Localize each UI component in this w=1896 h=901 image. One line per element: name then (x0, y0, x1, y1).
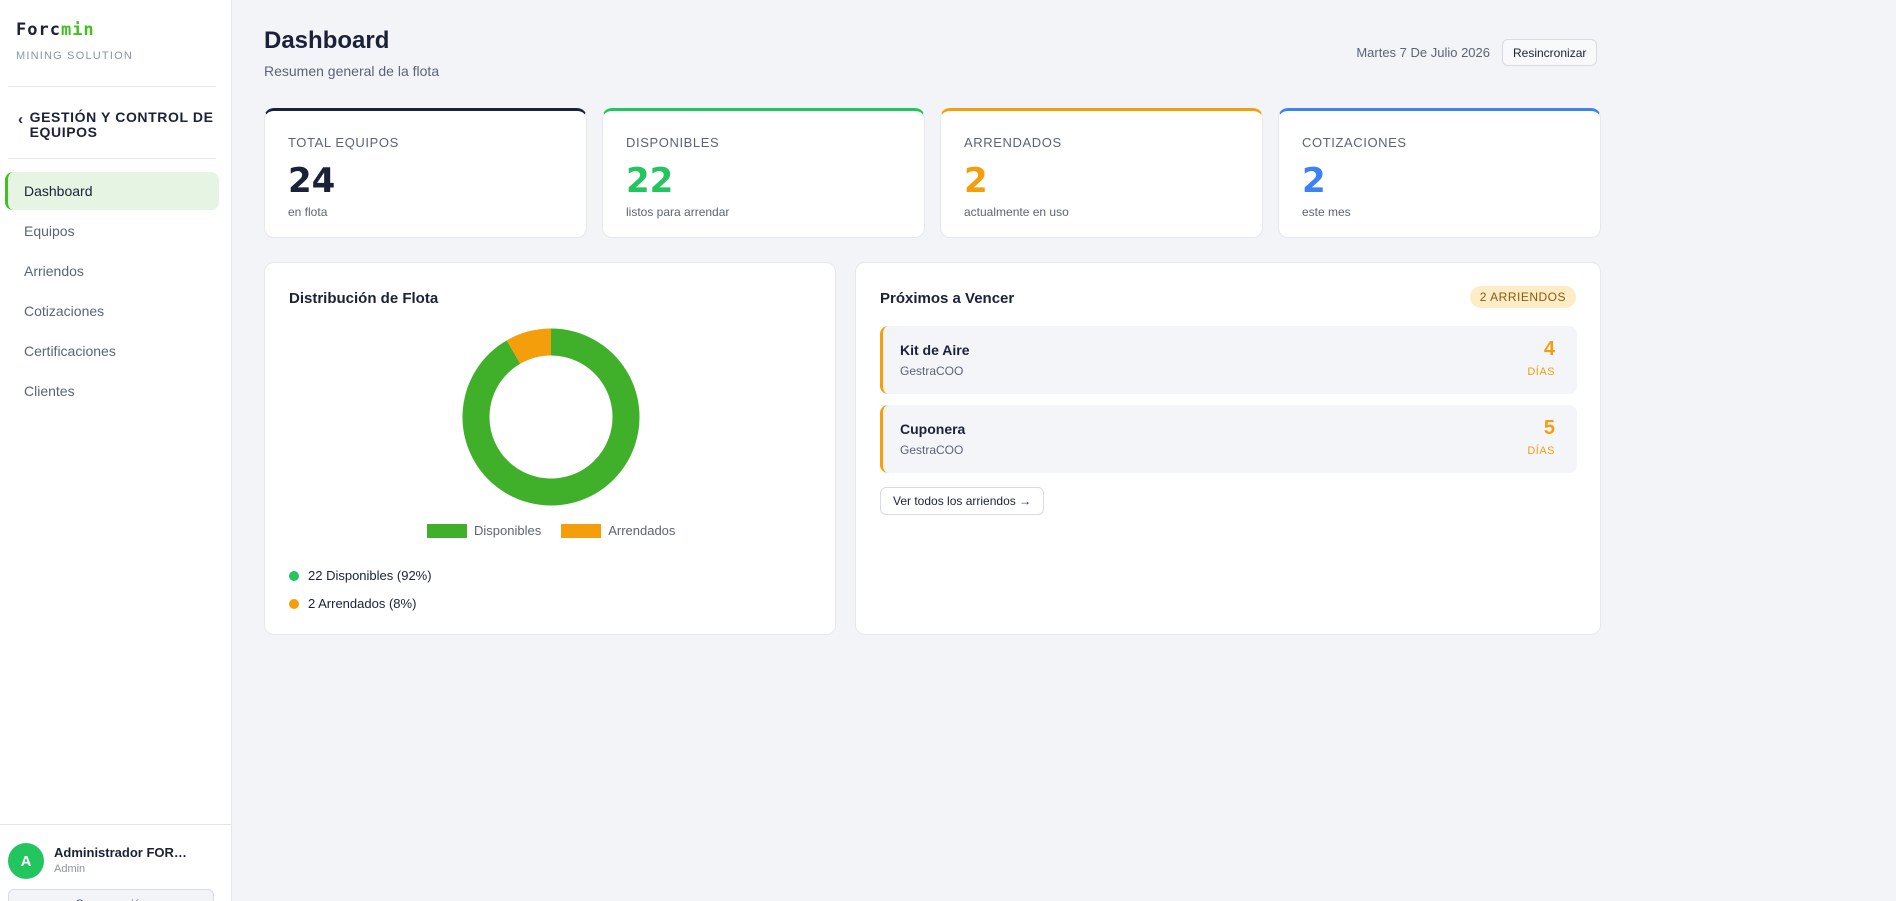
page-subtitle: Resumen general de la flota (264, 63, 440, 79)
fleet-distribution-panel: Distribución de Flota Disponibles Arrend… (264, 262, 836, 635)
rental-days: 4 (1543, 338, 1555, 360)
rental-item[interactable]: Kit de Aire GestraCOO 4 DÍAS (880, 326, 1577, 394)
stat-card-total: TOTAL EQUIPOS 24 en flota (264, 108, 587, 238)
chart-legend: Disponibles Arrendados (427, 523, 675, 538)
summary-text: 22 Disponibles (92%) (308, 568, 432, 583)
logo-subtitle: MINING SOLUTION (16, 50, 134, 62)
user-role: Admin (54, 863, 86, 875)
summary-arrendados: 2 Arrendados (8%) (289, 596, 416, 611)
sidebar-item-certificaciones[interactable]: Certificaciones (24, 343, 116, 359)
logo-accent-text: min (60, 20, 95, 40)
sidebar-item-clientes[interactable]: Clientes (24, 383, 75, 399)
green-dot-icon (289, 570, 299, 581)
rental-days-unit: DÍAS (1527, 366, 1555, 378)
stat-value: 2 (1302, 161, 1326, 201)
resync-button[interactable]: Resincronizar (1502, 39, 1598, 66)
view-all-rentals-button[interactable]: Ver todos los arriendos → (880, 487, 1045, 515)
stat-card-disponibles: DISPONIBLES 22 listos para arrendar (602, 108, 925, 238)
sidebar-item-equipos[interactable]: Equipos (24, 223, 75, 239)
stat-label: DISPONIBLES (626, 135, 720, 150)
donut-slice-arrendados[interactable] (506, 328, 552, 365)
stat-value: 24 (288, 161, 336, 201)
stat-card-cotizaciones: COTIZACIONES 2 este mes (1278, 108, 1601, 238)
rental-client: GestraCOO (900, 443, 964, 457)
stat-note: en flota (288, 205, 328, 219)
page-title: Dashboard (264, 27, 390, 54)
user-panel: A Administrador FORC... Admin Cerrar ses… (0, 824, 232, 901)
rental-days: 5 (1543, 417, 1555, 439)
sidebar-item-dashboard[interactable]: Dashboard (5, 172, 219, 210)
logo[interactable]: Forcmin (16, 20, 95, 40)
divider (8, 158, 216, 159)
stat-value: 2 (964, 161, 988, 201)
sidebar: Forcmin MINING SOLUTION ‹ GESTIÓN Y CONT… (0, 0, 232, 901)
rental-item[interactable]: Cuponera GestraCOO 5 DÍAS (880, 405, 1577, 473)
chevron-left-icon: ‹ (18, 111, 24, 128)
legend-swatch (561, 523, 602, 538)
panel-title: Distribución de Flota (289, 290, 439, 307)
stat-note: este mes (1302, 205, 1351, 219)
rental-name: Cuponera (900, 421, 966, 437)
legend-swatch (427, 523, 467, 538)
donut-slice-disponibles[interactable] (462, 328, 640, 506)
stat-value: 22 (626, 161, 674, 201)
legend-item[interactable]: Arrendados (561, 523, 675, 538)
logout-button[interactable]: Cerrar sesión (8, 889, 214, 901)
donut-chart (462, 328, 640, 506)
current-date: Martes 7 De Julio 2026 (1356, 45, 1490, 60)
sidebar-item-cotizaciones[interactable]: Cotizaciones (24, 303, 105, 319)
rental-name: Kit de Aire (900, 342, 970, 358)
module-back-button[interactable]: ‹ GESTIÓN Y CONTROL DE EQUIPOS (18, 110, 218, 140)
summary-disponibles: 22 Disponibles (92%) (289, 568, 432, 583)
stat-label: ARRENDADOS (964, 135, 1062, 150)
panel-title: Próximos a Vencer (880, 290, 1015, 307)
module-label: GESTIÓN Y CONTROL DE EQUIPOS (29, 109, 214, 140)
stat-label: COTIZACIONES (1302, 135, 1407, 150)
summary-text: 2 Arrendados (8%) (308, 596, 417, 611)
orange-dot-icon (289, 598, 299, 609)
divider (8, 86, 216, 87)
user-name: Administrador FORC... (54, 845, 194, 860)
stat-label: TOTAL EQUIPOS (288, 135, 399, 150)
legend-label: Arrendados (608, 523, 676, 538)
sidebar-nav: Dashboard Equipos Arriendos Cotizaciones… (5, 172, 219, 412)
stat-note: actualmente en uso (964, 205, 1069, 219)
logo-main-text: Forc (16, 20, 61, 40)
expiring-panel: Próximos a Vencer 2 ARRIENDOS Kit de Air… (855, 262, 1601, 635)
sidebar-item-arriendos[interactable]: Arriendos (24, 263, 84, 279)
avatar[interactable]: A (8, 843, 44, 879)
legend-item[interactable]: Disponibles (427, 523, 541, 538)
rental-days-unit: DÍAS (1527, 445, 1555, 457)
stat-card-arrendados: ARRENDADOS 2 actualmente en uso (940, 108, 1263, 238)
count-badge: 2 ARRIENDOS (1469, 286, 1576, 308)
stat-note: listos para arrendar (626, 205, 730, 219)
rental-client: GestraCOO (900, 364, 964, 378)
legend-label: Disponibles (474, 523, 542, 538)
